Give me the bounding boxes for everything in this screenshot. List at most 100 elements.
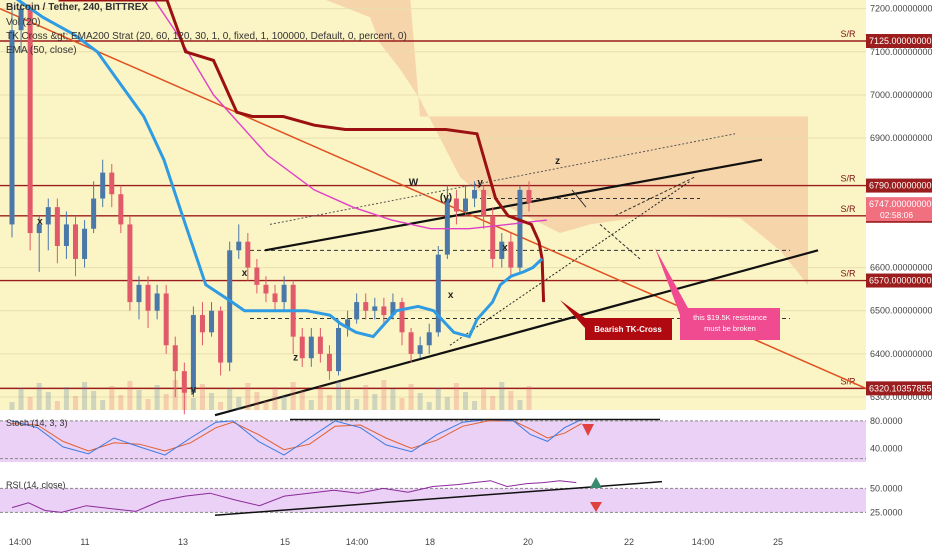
- volume-bar: [272, 387, 278, 410]
- candle-body: [526, 189, 532, 203]
- volume-bar: [45, 392, 51, 410]
- sr-tag: S/R: [840, 204, 856, 214]
- volume-bar: [390, 389, 396, 410]
- volume-bar: [118, 395, 124, 410]
- tenkan-line: [15, 0, 544, 339]
- volume-bar: [9, 402, 15, 410]
- candle-body: [54, 207, 60, 246]
- candle-body: [145, 284, 151, 311]
- rsi-tick-label: 50.0000: [870, 483, 903, 493]
- candle-body: [363, 302, 369, 311]
- time-tick-label: 14:00: [692, 537, 715, 547]
- volume-bar: [354, 399, 360, 410]
- candle-body: [199, 315, 205, 333]
- kijun-line: [58, 0, 546, 303]
- sr-tag: S/R: [840, 174, 856, 184]
- candle-body: [435, 254, 441, 333]
- candle-body: [417, 345, 423, 354]
- wave-label: (y): [440, 193, 452, 204]
- candle-body: [109, 172, 115, 195]
- candle-body: [426, 332, 432, 346]
- wave-label: y: [191, 385, 197, 396]
- rsi-up-arrow: [590, 477, 602, 488]
- legend-strategy: TK Cross &gt; EMA200 Strat (20, 60, 120,…: [6, 31, 407, 42]
- candle-body: [45, 207, 51, 225]
- volume-bar: [18, 388, 24, 410]
- volume-bar: [154, 385, 160, 410]
- rsi-line: [11, 480, 577, 513]
- volume-bar: [82, 382, 88, 410]
- volume-bar: [209, 393, 215, 410]
- volume-bar: [163, 394, 169, 410]
- bearish-callout-text: Bearish TK-Cross: [594, 325, 662, 334]
- volume-bar: [526, 386, 532, 410]
- candle-body: [372, 306, 378, 311]
- time-tick-label: 20: [523, 537, 533, 547]
- candle-body: [308, 336, 314, 359]
- dotted-trendline: [269, 133, 736, 225]
- volume-bar: [372, 394, 378, 410]
- volume-bar: [381, 380, 387, 410]
- time-tick-label: 11: [80, 537, 89, 547]
- price-tick-label: 6300.00000000: [870, 392, 932, 402]
- volume-bar: [308, 400, 314, 410]
- sr-axis-label: 6790.00000000: [869, 181, 932, 191]
- volume-bar: [72, 396, 78, 410]
- volume-bar: [127, 381, 133, 410]
- candle-body: [299, 336, 305, 359]
- candle-body: [236, 241, 242, 251]
- candle-body: [181, 371, 187, 393]
- candle-body: [499, 241, 505, 259]
- candle-body: [190, 315, 196, 393]
- stoch-k-line: [11, 418, 582, 456]
- sr-axis-badge: [866, 34, 932, 48]
- candle-body: [118, 194, 124, 225]
- sr-axis-label: 6320.10357855: [869, 383, 932, 393]
- candle-body: [463, 198, 468, 212]
- wave-label: y: [477, 178, 483, 189]
- bearish-callout-box: [560, 300, 672, 340]
- volume-bar: [54, 401, 60, 410]
- wave-label: W: [409, 178, 419, 189]
- legend-ema: EMA (50, close): [6, 45, 77, 56]
- candle-body: [82, 228, 88, 259]
- volume-bar: [299, 391, 305, 410]
- volume-bar: [426, 402, 432, 410]
- volume-bar: [499, 382, 505, 410]
- candle-body: [63, 224, 69, 246]
- sr-axis-label: 6570.00000000: [869, 276, 932, 286]
- candle-body: [91, 198, 97, 229]
- time-tick-label: 14:00: [346, 537, 369, 547]
- price-tick-label: 7100.00000000: [870, 47, 932, 57]
- candle-body: [453, 198, 459, 212]
- candle-body: [18, 8, 24, 31]
- sr-axis-badge: [866, 273, 932, 288]
- legend-vol: Vol (20): [6, 17, 41, 28]
- countdown-label: 02:58:06: [880, 210, 913, 220]
- volume-bar: [63, 387, 69, 410]
- rsi-tick-label: 25.0000: [870, 507, 903, 517]
- candle-body: [9, 30, 15, 225]
- candle-body: [163, 293, 169, 346]
- resistance-callout-line1: this $19.5K resistance: [693, 313, 767, 322]
- candle-body: [444, 198, 450, 255]
- candle-body: [154, 293, 160, 311]
- candle-body: [36, 224, 42, 234]
- volume-bar: [91, 391, 97, 410]
- stoch-down-arrow: [582, 424, 594, 436]
- volume-bar: [435, 388, 441, 410]
- volume-bar: [481, 387, 487, 410]
- price-tick-label: 6400.00000000: [870, 349, 932, 359]
- volume-bar: [472, 401, 478, 410]
- volume-bar: [408, 384, 414, 410]
- price-tick-label: 7000.00000000: [870, 90, 932, 100]
- stoch-tick-label: 80.0000: [870, 416, 903, 426]
- sr-axis-badge: [866, 178, 932, 193]
- wave-label: x: [502, 242, 508, 253]
- candle-body: [490, 215, 496, 259]
- candle-body: [100, 172, 106, 199]
- price-tick-label: 7200.00000000: [870, 4, 932, 14]
- channel-lower-line: [214, 249, 819, 417]
- volume-bar: [317, 386, 323, 410]
